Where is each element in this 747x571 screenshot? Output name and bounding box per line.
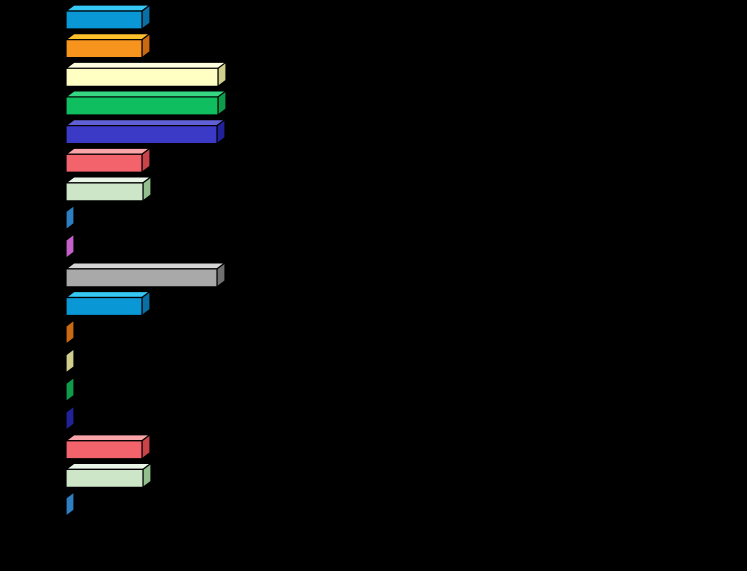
bar-14-zero-sliver <box>65 376 75 403</box>
bar-12-zero-sliver <box>65 319 75 345</box>
bar-10-top-face <box>65 262 226 270</box>
bar-7-front-face <box>65 182 144 202</box>
bar-4-top-face <box>65 90 227 98</box>
bar-13-zero-sliver <box>65 348 75 374</box>
bar-6-front-face <box>65 153 143 173</box>
bar-15-zero-sliver <box>65 405 75 431</box>
bar-2-top-face <box>65 33 151 41</box>
bar-2-front-face <box>65 39 143 59</box>
bar-11-front-face <box>65 296 143 317</box>
bar-16-top-face <box>65 434 151 442</box>
bar-17-top-face <box>65 462 152 470</box>
bar-1-front-face <box>65 10 143 30</box>
bar-9-zero-sliver <box>65 233 75 259</box>
bar-17-front-face <box>65 468 144 488</box>
bar-4-front-face <box>65 96 219 116</box>
bar-6-top-face <box>65 147 151 155</box>
bar-16-front-face <box>65 440 143 460</box>
bar-5-front-face <box>65 124 218 145</box>
bar-1-top-face <box>65 4 151 12</box>
bar-3-top-face <box>65 61 227 69</box>
bar-5-top-face <box>65 118 226 127</box>
bar-18-zero-sliver <box>65 491 75 517</box>
bar-10-front-face <box>65 268 218 288</box>
bar-3-front-face <box>65 67 219 87</box>
bar-8-zero-sliver <box>65 204 75 231</box>
bar-7-top-face <box>65 176 152 184</box>
bar-11-top-face <box>65 290 151 299</box>
